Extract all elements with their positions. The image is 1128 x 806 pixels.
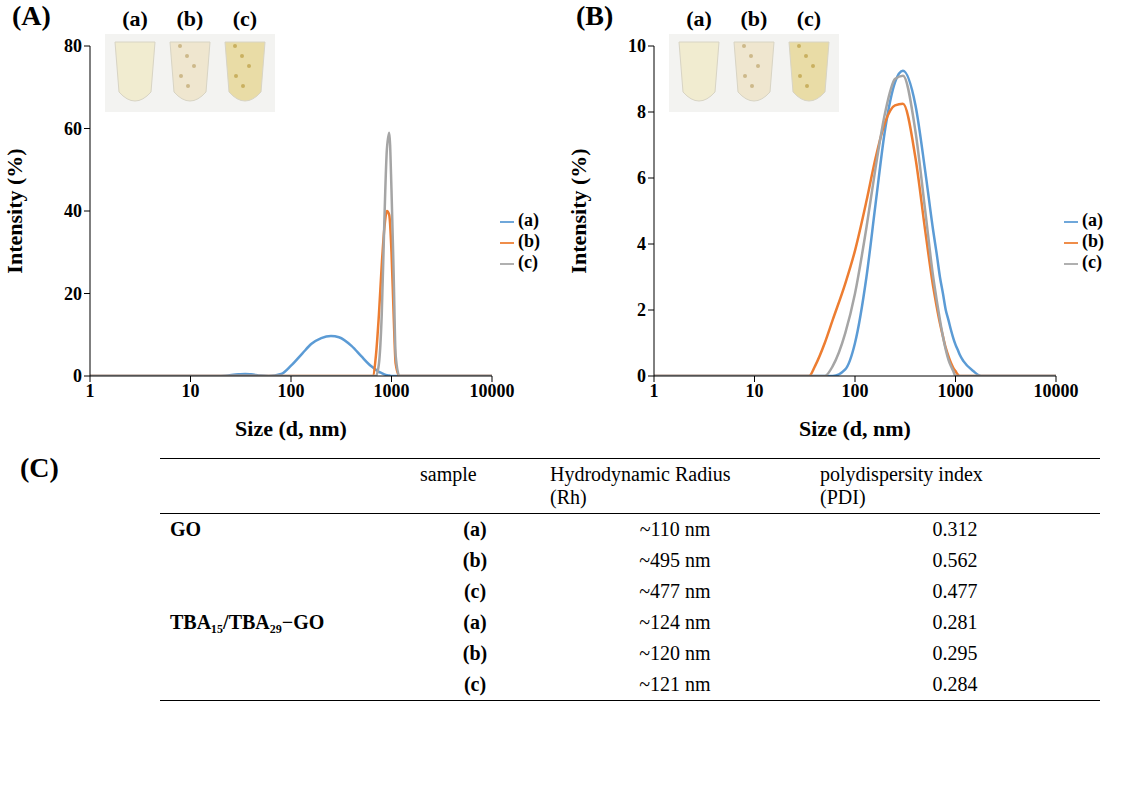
svg-text:1000: 1000 xyxy=(374,381,410,401)
html-text:(b): (b) xyxy=(740,6,768,31)
html-text:(c): (c) xyxy=(796,6,822,31)
html-text:~110 nm: ~110 nm xyxy=(639,518,711,540)
svg-text:4: 4 xyxy=(637,234,646,254)
html-text:Hydrodynamic Radius (Rh): Hydrodynamic Radius (Rh) xyxy=(550,463,731,508)
html-text:(a): (a) xyxy=(122,6,148,31)
svg-text:2: 2 xyxy=(637,300,646,320)
svg-text:10: 10 xyxy=(628,36,646,56)
html-text:(a): (a) xyxy=(463,518,487,540)
html-text:~120 nm: ~120 nm xyxy=(639,642,711,664)
html-text:(a): (a) xyxy=(518,209,539,230)
svg-text:6: 6 xyxy=(637,168,646,188)
svg-text:10: 10 xyxy=(182,381,200,401)
html-text:(c): (c) xyxy=(232,6,258,31)
svg-text:80: 80 xyxy=(64,36,82,56)
svg-text:Size (d, nm): Size (d, nm) xyxy=(235,416,347,441)
html-text:0.281: 0.281 xyxy=(932,611,978,633)
svg-text:0: 0 xyxy=(637,366,646,386)
svg-text:1: 1 xyxy=(650,381,659,401)
svg-text:10000: 10000 xyxy=(1034,381,1079,401)
html-text:~121 nm: ~121 nm xyxy=(639,673,711,695)
svg-text:60: 60 xyxy=(64,119,82,139)
html-text:sample: sample xyxy=(420,463,477,485)
html-text:(C): (C) xyxy=(20,452,59,483)
html-text:polydispersity index (PDI): polydispersity index (PDI) xyxy=(820,463,983,508)
html-text:(a): (a) xyxy=(463,611,487,633)
svg-text:1000: 1000 xyxy=(938,381,974,401)
svg-text:10: 10 xyxy=(746,381,764,401)
svg-text:Intensity (%): Intensity (%) xyxy=(2,148,27,273)
html-text:0.562: 0.562 xyxy=(932,549,978,571)
html-text:(c): (c) xyxy=(518,251,538,272)
svg-text:8: 8 xyxy=(637,102,646,122)
svg-text:20: 20 xyxy=(64,284,82,304)
html-text:(c): (c) xyxy=(463,580,487,602)
html-text:~124 nm: ~124 nm xyxy=(639,611,711,633)
svg-text:100: 100 xyxy=(278,381,305,401)
html-text:(a): (a) xyxy=(1082,209,1103,230)
html-text:TBA₁₅/TBA₂₉−GO: TBA₁₅/TBA₂₉−GO xyxy=(170,611,325,633)
svg-text:Intensity (%): Intensity (%) xyxy=(566,148,591,273)
html-text:(b): (b) xyxy=(462,642,488,664)
svg-text:100: 100 xyxy=(842,381,869,401)
html-text:(a): (a) xyxy=(686,6,712,31)
html-text:0.295: 0.295 xyxy=(932,642,978,664)
svg-text:0: 0 xyxy=(73,366,82,386)
svg-text:1: 1 xyxy=(86,381,95,401)
html-text:GO: GO xyxy=(170,518,202,540)
html-text:~477 nm: ~477 nm xyxy=(639,580,711,602)
html-text:(A): (A) xyxy=(12,0,51,31)
html-text:(b): (b) xyxy=(176,6,204,31)
html-text:0.284: 0.284 xyxy=(932,673,978,695)
html-text:~495 nm: ~495 nm xyxy=(639,549,711,571)
html-text:(b): (b) xyxy=(462,549,488,571)
html-text:0.312: 0.312 xyxy=(932,518,978,540)
html-text:(c): (c) xyxy=(463,673,487,695)
html-text:(c): (c) xyxy=(1082,251,1102,272)
html-text:(B): (B) xyxy=(576,0,614,31)
svg-text:Size (d, nm): Size (d, nm) xyxy=(799,416,911,441)
svg-text:40: 40 xyxy=(64,201,82,221)
svg-text:10000: 10000 xyxy=(470,381,515,401)
html-text:(b): (b) xyxy=(518,230,540,251)
html-text:0.477: 0.477 xyxy=(932,580,978,602)
html-text:(b): (b) xyxy=(1082,230,1104,251)
